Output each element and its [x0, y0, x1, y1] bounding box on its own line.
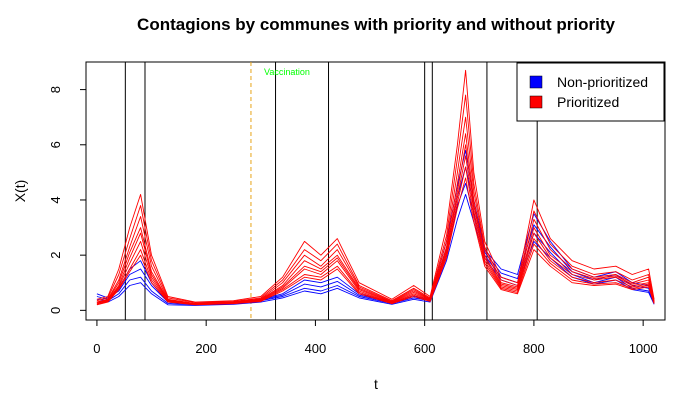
x-tick-label-2: 400 [305, 341, 327, 356]
series-line-4 [96, 69, 655, 303]
series-line-1 [96, 182, 655, 306]
y-axis: 0 2 4 6 8 [48, 86, 87, 314]
legend-label-prioritized: Prioritized [557, 94, 619, 110]
x-tick-label-5: 1000 [629, 341, 658, 356]
series-line-6 [96, 116, 655, 304]
x-axis: 0 200 400 600 800 1000 [93, 319, 658, 356]
y-tick-label-4: 8 [48, 86, 63, 93]
y-tick-label-0: 0 [48, 307, 63, 314]
legend-label-non-prioritized: Non-prioritized [557, 74, 648, 90]
series-line-5 [96, 94, 655, 304]
x-tick-label-0: 0 [93, 341, 100, 356]
series-line-9 [96, 155, 655, 305]
series-line-11 [96, 177, 655, 306]
y-tick-label-2: 4 [48, 196, 63, 203]
x-axis-title: t [374, 376, 378, 392]
x-tick-label-4: 800 [523, 341, 545, 356]
series-line-10 [96, 166, 655, 305]
x-tick-label-3: 600 [414, 341, 436, 356]
series-line-7 [96, 133, 655, 305]
legend-box [516, 62, 665, 122]
series-line-2 [96, 166, 655, 305]
x-tick-label-1: 200 [195, 341, 217, 356]
y-tick-label-1: 2 [48, 252, 63, 259]
y-axis-title: X(t) [12, 180, 28, 203]
legend-swatch-prioritized [529, 95, 543, 109]
series-line-3 [96, 193, 655, 306]
legend-swatch-non-prioritized [529, 75, 543, 89]
y-tick-label-3: 6 [48, 141, 63, 148]
legend: Non-prioritized Prioritized [516, 62, 665, 122]
series-line-0 [96, 149, 655, 304]
chart-title: Contagions by communes with priority and… [137, 15, 615, 34]
series-lines [96, 69, 655, 306]
vaccination-label: Vaccination [264, 67, 310, 77]
series-line-8 [96, 144, 655, 305]
